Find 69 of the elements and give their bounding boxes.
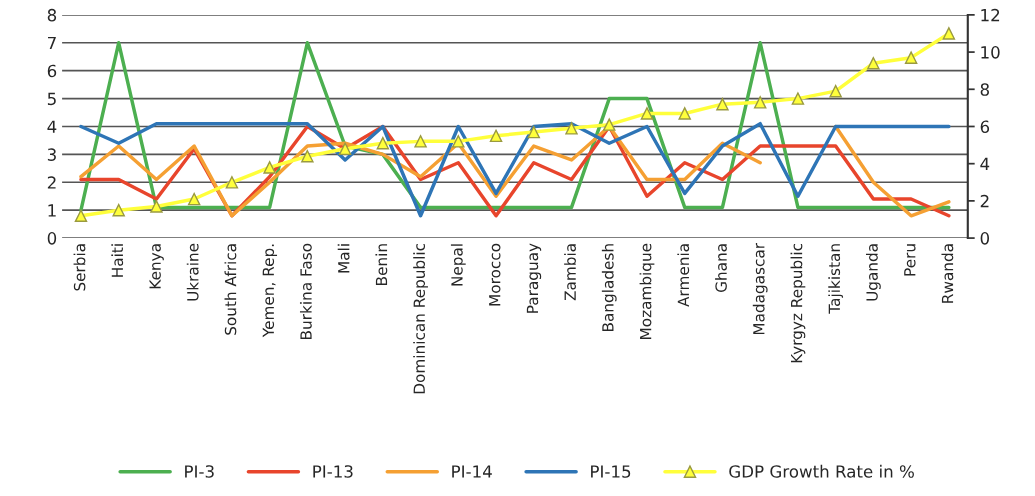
x-tick-label: South Africa	[224, 244, 237, 335]
point	[225, 176, 239, 189]
point	[452, 135, 465, 148]
y-tick-label: 4	[47, 120, 57, 133]
point	[904, 51, 918, 64]
point	[602, 118, 616, 131]
point	[527, 125, 541, 139]
point	[753, 96, 767, 109]
y-tick-label: 1	[48, 204, 56, 217]
y-tick-label: 5	[47, 92, 56, 106]
x-tick-label: Serbia	[73, 244, 86, 291]
y-tick-label: 6	[47, 64, 57, 78]
x-tick-label: Peru	[904, 244, 916, 276]
point	[489, 129, 503, 143]
x-tick-label: Haiti	[111, 244, 124, 277]
x-tick-label: Uganda	[866, 244, 881, 301]
y-tick-label: 7	[48, 36, 56, 50]
x-tick-label: Burkina Faso	[299, 243, 312, 339]
x-tick-label: Dominican Republic	[413, 243, 428, 394]
x-tick-label: Rwanda	[941, 244, 954, 303]
point	[74, 209, 88, 223]
point	[942, 27, 956, 40]
y2-tick-label: 10	[981, 46, 1000, 59]
legend-label: PI-3	[185, 465, 214, 478]
legend-label: PI-14	[452, 465, 492, 478]
x-tick-label: Zambia	[564, 244, 576, 301]
y2-tick-label: 0	[980, 232, 990, 245]
point	[150, 200, 163, 213]
legend-label: PI-15	[591, 465, 631, 478]
x-tick-label: Kyrgyz Republic	[790, 243, 806, 363]
legend-label: GDP Growth Rate in %	[729, 464, 914, 478]
x-tick-label: Yemen, Rep.	[262, 244, 278, 338]
x-tick-label: Mozambique	[639, 243, 655, 339]
point	[565, 122, 578, 135]
point	[867, 56, 880, 70]
point	[338, 142, 352, 156]
point	[112, 203, 125, 217]
legend-label: PI-13	[313, 465, 353, 478]
x-tick-label: Morocco	[489, 243, 501, 306]
x-tick-label: Kenya	[149, 244, 164, 289]
point	[791, 92, 805, 105]
x-tick-label: Ukraine	[186, 243, 199, 301]
y2-tick-label: 8	[980, 83, 989, 96]
x-tick-label: Armenia	[677, 244, 690, 307]
y2-tick-label: 4	[980, 157, 990, 171]
y-tick-label: 8	[47, 8, 57, 22]
y2-tick-label: 12	[981, 8, 1000, 22]
x-tick-label: Tajikistan	[828, 244, 844, 314]
point	[263, 161, 276, 174]
point	[301, 149, 314, 163]
y-tick-label: 3	[47, 148, 56, 161]
y2-tick-label: 2	[980, 194, 989, 208]
x-tick-label: Ghana	[715, 244, 727, 293]
point	[414, 135, 427, 148]
point	[187, 192, 201, 206]
y2-tick-label: 6	[980, 120, 990, 134]
y-tick-label: 2	[47, 176, 56, 189]
point	[678, 107, 691, 120]
x-tick-label: Madagascar	[752, 242, 768, 335]
point	[829, 84, 842, 98]
point	[376, 136, 390, 150]
x-tick-label: Mali	[337, 244, 350, 273]
x-tick-label: Paraguay	[526, 243, 542, 313]
x-tick-label: Bangladesh	[601, 244, 617, 332]
x-tick-label: Benin	[375, 244, 388, 285]
y-tick-label: 0	[47, 232, 57, 245]
point	[640, 107, 654, 120]
point	[716, 97, 729, 111]
x-tick-label: Nepal	[450, 244, 466, 286]
